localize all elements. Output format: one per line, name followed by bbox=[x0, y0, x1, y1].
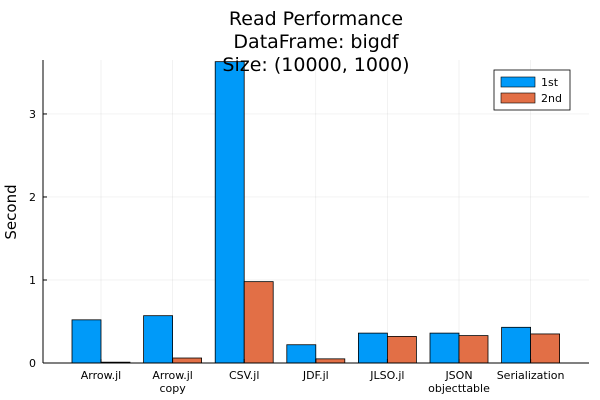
x-tick-label: JLSO.jl bbox=[369, 369, 404, 382]
bar-1st-0 bbox=[71, 319, 102, 364]
bars bbox=[71, 61, 560, 364]
bar-1st-4 bbox=[357, 332, 388, 364]
x-tick-label-line: CSV.jl bbox=[229, 369, 259, 382]
y-axis-label: Second bbox=[2, 184, 20, 239]
legend-swatch-2nd bbox=[500, 92, 536, 104]
x-tick-label-line: Serialization bbox=[497, 369, 565, 382]
x-tick-label: CSV.jl bbox=[229, 369, 259, 382]
y-tick-label: 2 bbox=[29, 191, 36, 204]
x-tick-label: JDF.jl bbox=[302, 369, 329, 382]
bar-1st-1 bbox=[143, 315, 174, 364]
title-line: Size: (10000, 1000) bbox=[222, 54, 409, 76]
x-tick-label-line: JSON bbox=[444, 369, 472, 382]
x-tick-label-line: Arrow.jl bbox=[81, 369, 121, 382]
legend-swatch-1st bbox=[500, 76, 536, 88]
legend-label-1st: 1st bbox=[541, 76, 559, 89]
x-tick-label: JSON objecttable bbox=[428, 369, 490, 395]
bar-1st-2 bbox=[214, 61, 245, 364]
bar-2nd-3 bbox=[315, 358, 346, 364]
x-tick-label: Arrow.jl bbox=[81, 369, 121, 382]
x-tick-label-line: JDF.jl bbox=[302, 369, 329, 382]
bar-2nd-5 bbox=[458, 335, 489, 364]
bar-2nd-1 bbox=[172, 357, 203, 364]
x-tick-label-line: Arrow.jl bbox=[152, 369, 192, 382]
y-tick-label: 3 bbox=[29, 108, 36, 121]
bar-2nd-2 bbox=[243, 281, 274, 364]
y-tick-label: 0 bbox=[29, 357, 36, 370]
legend-label-2nd: 2nd bbox=[541, 92, 562, 105]
x-tick-label-line: copy bbox=[159, 382, 186, 395]
legend-box bbox=[493, 69, 571, 111]
bar-1st-3 bbox=[286, 344, 317, 364]
bar-2nd-4 bbox=[386, 336, 417, 364]
title-line: Read Performance bbox=[229, 8, 403, 30]
bar-1st-5 bbox=[429, 332, 460, 364]
bar-1st-6 bbox=[501, 326, 532, 364]
x-tick-label: Serialization bbox=[497, 369, 565, 382]
x-tick-label-line: JLSO.jl bbox=[369, 369, 404, 382]
axes bbox=[42, 60, 589, 364]
y-tick-label: 1 bbox=[29, 274, 36, 287]
title-line: DataFrame: bigdf bbox=[233, 31, 399, 53]
x-tick-label-line: objecttable bbox=[428, 382, 490, 395]
bar-2nd-6 bbox=[530, 333, 560, 364]
x-tick-label: Arrow.jl copy bbox=[152, 369, 192, 395]
